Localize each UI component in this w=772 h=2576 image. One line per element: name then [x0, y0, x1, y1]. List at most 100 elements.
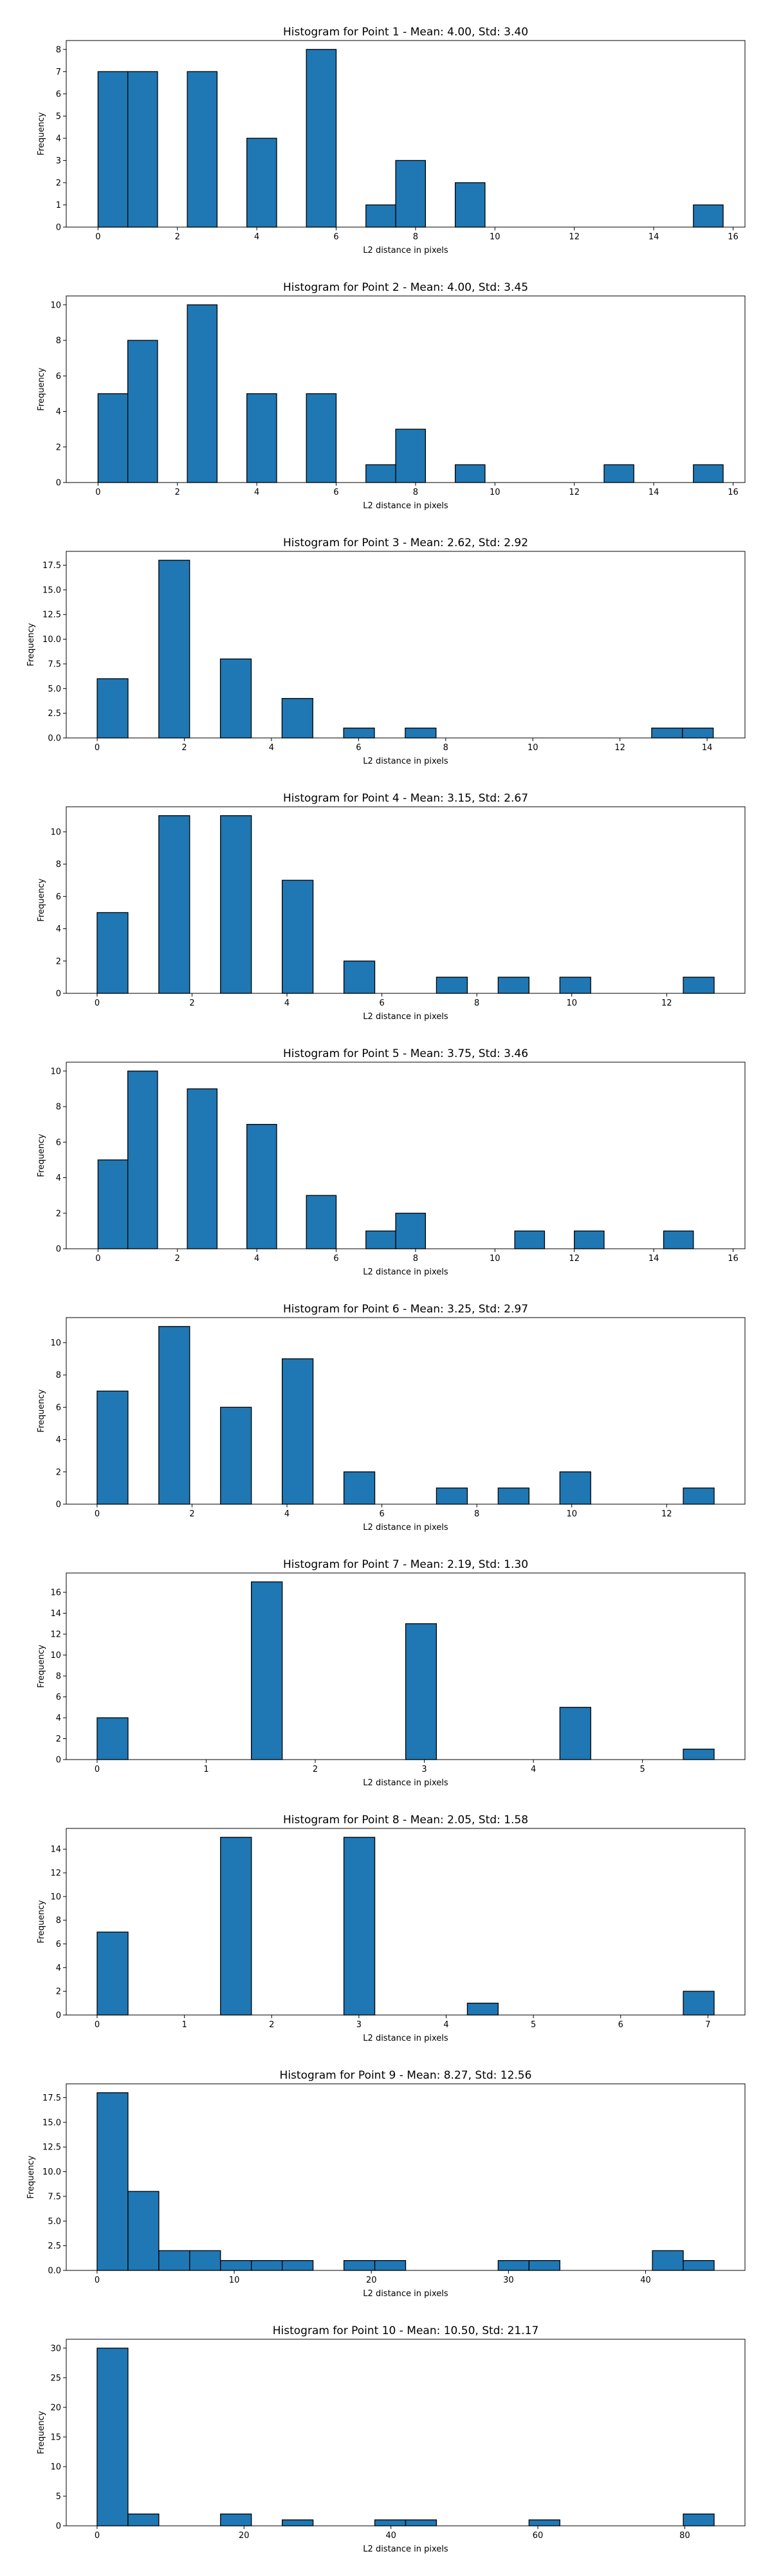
y-axis-label: Frequency [37, 112, 46, 155]
histogram-bar [189, 2250, 221, 2271]
x-tick-label: 2 [181, 743, 187, 753]
y-tick-label: 2 [56, 1734, 61, 1744]
histogram-bar [603, 464, 634, 483]
y-axis-label: Frequency [37, 1900, 46, 1943]
y-tick-label: 8 [56, 1103, 61, 1112]
histogram-bar [395, 428, 427, 483]
x-tick-label: 0 [95, 1765, 100, 1774]
plot-frame [66, 806, 746, 994]
histogram-bar [127, 2191, 160, 2271]
histogram-panel: 0 20 40 60 80 0 5 10 15 20 25 30 Histogram for Point… [37, 2324, 746, 2554]
y-tick-label: 2 [56, 443, 61, 452]
x-tick-label: 2 [269, 2020, 274, 2030]
histogram-bar [306, 49, 337, 228]
x-axis-label: L2 distance in pixels [363, 2544, 448, 2554]
y-tick-label: 1 [56, 201, 61, 210]
x-tick-label: 2 [175, 488, 180, 497]
histogram-bar [158, 1326, 190, 1505]
x-tick-label: 0 [95, 2276, 100, 2285]
y-tick-label: 12.5 [42, 611, 61, 620]
y-tick-label: 6 [56, 1138, 61, 1148]
y-axis-label: Frequency [37, 1389, 46, 1432]
x-tick-label: 8 [474, 998, 479, 1008]
y-tick-label: 4 [56, 1173, 61, 1183]
y-tick-label: 0 [56, 1500, 61, 1510]
x-axis-label: L2 distance in pixels [363, 1012, 448, 1022]
histogram-bar [683, 1487, 715, 1505]
x-tick-label: 4 [254, 488, 259, 497]
histogram-bar [528, 2260, 560, 2271]
x-tick-label: 10 [566, 1509, 577, 1519]
x-tick-label: 1 [203, 1765, 208, 1774]
x-tick-label: 6 [379, 1509, 384, 1519]
histogram-bar [343, 2260, 376, 2271]
histogram-bar [365, 204, 396, 228]
y-tick-label: 12 [50, 1630, 61, 1640]
histogram-bar [497, 1487, 529, 1505]
x-tick-label: 12 [661, 998, 672, 1008]
y-tick-label: 0.0 [48, 734, 61, 744]
histogram-bar [220, 1406, 252, 1505]
histogram-bar [683, 1749, 715, 1760]
y-tick-label: 10 [50, 1892, 61, 1902]
y-tick-label: 8 [56, 860, 61, 870]
x-tick-label: 1 [181, 2020, 187, 2030]
x-axis-label: L2 distance in pixels [363, 2034, 448, 2043]
y-tick-label: 0 [56, 1245, 61, 1255]
y-tick-label: 17.5 [42, 561, 61, 571]
x-tick-label: 40 [385, 2531, 396, 2541]
x-tick-label: 12 [661, 1509, 672, 1519]
y-tick-label: 5 [56, 2492, 61, 2501]
plot-frame [66, 295, 746, 483]
x-tick-label: 2 [313, 1765, 318, 1774]
y-tick-label: 4 [56, 925, 61, 934]
y-tick-label: 6 [56, 372, 61, 382]
y-tick-label: 4 [56, 1714, 61, 1724]
chart-title: Histogram for Point 1 - Mean: 4.00, Std:… [283, 26, 528, 39]
y-tick-label: 8 [56, 1916, 61, 1926]
histogram-bar [96, 1931, 129, 2016]
x-tick-label: 0 [95, 1509, 100, 1519]
x-tick-label: 7 [705, 2020, 710, 2030]
y-tick-label: 17.5 [42, 2093, 61, 2103]
histogram-bar [454, 182, 486, 228]
y-tick-label: 0 [56, 1756, 61, 1765]
y-axis-label: Frequency [37, 2411, 46, 2454]
histogram-bar [97, 1159, 129, 1249]
y-tick-label: 10 [50, 300, 61, 310]
histogram-panel: 0 2 4 6 8 10 12 14 16 0 2 4 6 8 10 Histogram for Point … [37, 1047, 746, 1277]
y-tick-label: 25 [50, 2373, 61, 2383]
histogram-bar [343, 961, 376, 994]
x-tick-label: 60 [533, 2531, 544, 2541]
x-tick-label: 14 [648, 488, 659, 497]
x-tick-label: 3 [356, 2020, 362, 2030]
histogram-bar [683, 2513, 715, 2526]
x-tick-label: 8 [443, 743, 448, 753]
x-tick-label: 8 [474, 1509, 479, 1519]
x-tick-label: 40 [640, 2276, 651, 2285]
histogram-bar [306, 393, 337, 483]
histogram-bar [158, 560, 190, 739]
y-axis-label: Frequency [26, 2155, 36, 2198]
histogram-bar [246, 1124, 277, 1249]
histogram-bar [187, 1088, 218, 1249]
chart-title: Histogram for Point 4 - Mean: 3.15, Std:… [283, 792, 528, 805]
x-tick-label: 10 [528, 743, 538, 753]
histogram-bar [127, 1071, 158, 1249]
x-tick-label: 10 [490, 1254, 501, 1264]
x-tick-label: 12 [569, 1254, 580, 1264]
y-axis-label: Frequency [26, 623, 36, 666]
chart-title: Histogram for Point 3 - Mean: 2.62, Std:… [283, 537, 528, 549]
x-tick-label: 0 [95, 2531, 100, 2541]
x-tick-label: 16 [728, 488, 739, 497]
histogram-bar [96, 678, 129, 739]
histogram-bar [96, 1390, 129, 1505]
histogram-bar [306, 1195, 337, 1249]
histogram-bar [96, 1717, 129, 1760]
y-tick-label: 2 [56, 1209, 61, 1219]
x-tick-label: 12 [614, 743, 625, 753]
chart-title: Histogram for Point 6 - Mean: 3.25, Std:… [283, 1303, 528, 1316]
